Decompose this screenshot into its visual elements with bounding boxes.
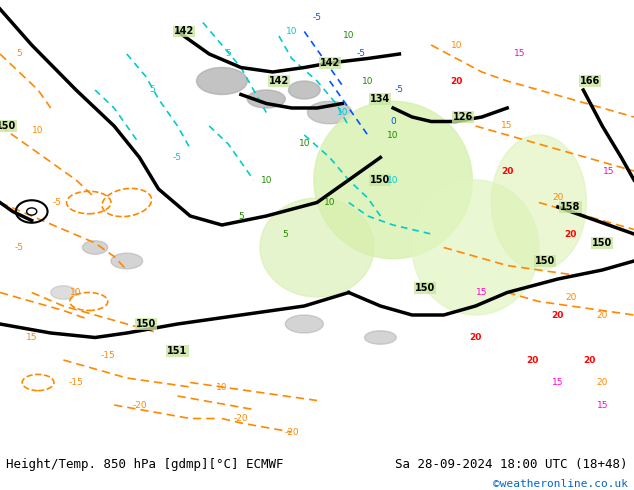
- Ellipse shape: [491, 135, 586, 270]
- Text: 20: 20: [552, 311, 564, 319]
- Text: 20: 20: [501, 167, 514, 175]
- Ellipse shape: [314, 101, 472, 259]
- Text: -5: -5: [357, 49, 366, 58]
- Text: 150: 150: [136, 319, 156, 329]
- Text: -5: -5: [395, 85, 404, 95]
- Text: 20: 20: [583, 356, 596, 365]
- Text: 10: 10: [337, 108, 348, 117]
- Text: -5: -5: [15, 243, 23, 252]
- Text: -5: -5: [173, 153, 182, 162]
- Text: -15: -15: [68, 378, 84, 387]
- Ellipse shape: [412, 180, 539, 315]
- Text: -5: -5: [53, 198, 61, 207]
- Text: 15: 15: [552, 378, 564, 387]
- Text: 5: 5: [225, 49, 231, 58]
- Ellipse shape: [82, 241, 108, 254]
- Text: Sa 28-09-2024 18:00 UTC (18+48): Sa 28-09-2024 18:00 UTC (18+48): [395, 458, 628, 470]
- Text: 15: 15: [476, 288, 488, 297]
- Text: 10: 10: [70, 288, 82, 297]
- Text: -20: -20: [284, 427, 299, 437]
- Text: 150: 150: [415, 283, 435, 293]
- Text: 150: 150: [370, 175, 391, 185]
- Text: 142: 142: [269, 76, 289, 86]
- Text: 10: 10: [362, 76, 373, 85]
- Text: 20: 20: [597, 378, 608, 387]
- Ellipse shape: [260, 198, 374, 297]
- Text: 20: 20: [526, 356, 539, 365]
- Text: 15: 15: [26, 333, 37, 342]
- Ellipse shape: [247, 90, 285, 108]
- Text: ©weatheronline.co.uk: ©weatheronline.co.uk: [493, 479, 628, 489]
- Text: 20: 20: [450, 76, 463, 85]
- Ellipse shape: [288, 81, 320, 99]
- Text: 10: 10: [324, 198, 335, 207]
- Ellipse shape: [365, 331, 396, 344]
- Text: -5: -5: [313, 14, 321, 23]
- Text: 126: 126: [453, 112, 473, 122]
- Text: 150: 150: [535, 256, 555, 266]
- Ellipse shape: [307, 101, 352, 124]
- Text: 15: 15: [514, 49, 526, 58]
- Ellipse shape: [51, 286, 76, 299]
- Text: 20: 20: [565, 293, 576, 301]
- Text: 10: 10: [286, 27, 297, 36]
- Ellipse shape: [111, 253, 143, 269]
- Text: 166: 166: [579, 76, 600, 86]
- Text: 10: 10: [343, 31, 354, 41]
- Text: 134: 134: [370, 94, 391, 104]
- Text: 151: 151: [167, 346, 188, 356]
- Text: 0: 0: [390, 117, 396, 126]
- Text: Height/Temp. 850 hPa [gdmp][°C] ECMWF: Height/Temp. 850 hPa [gdmp][°C] ECMWF: [6, 458, 284, 470]
- Text: 20: 20: [597, 311, 608, 319]
- Text: 20: 20: [552, 194, 564, 202]
- Text: 20: 20: [564, 229, 577, 239]
- Text: 15: 15: [501, 122, 513, 130]
- Text: 15: 15: [603, 167, 614, 175]
- Text: -15: -15: [100, 351, 115, 360]
- Text: -20: -20: [132, 400, 147, 410]
- Text: 5: 5: [16, 49, 22, 58]
- Text: 150: 150: [592, 238, 612, 248]
- Text: 15: 15: [597, 400, 608, 410]
- Text: 20: 20: [469, 333, 482, 342]
- Text: 150: 150: [0, 121, 16, 131]
- Text: 10: 10: [451, 41, 462, 49]
- Text: 10: 10: [387, 130, 399, 140]
- Text: 10: 10: [261, 175, 272, 185]
- Text: 5: 5: [149, 85, 155, 95]
- Text: 5: 5: [238, 212, 244, 220]
- Text: 158: 158: [560, 202, 581, 212]
- Text: 10: 10: [216, 383, 228, 392]
- Ellipse shape: [285, 315, 323, 333]
- Text: 5: 5: [282, 229, 288, 239]
- Ellipse shape: [197, 68, 247, 95]
- Text: 10: 10: [32, 126, 44, 135]
- Text: 142: 142: [320, 58, 340, 68]
- Text: 142: 142: [174, 26, 194, 36]
- Text: -20: -20: [233, 414, 249, 423]
- Text: 10: 10: [299, 140, 310, 148]
- Text: 10: 10: [387, 175, 399, 185]
